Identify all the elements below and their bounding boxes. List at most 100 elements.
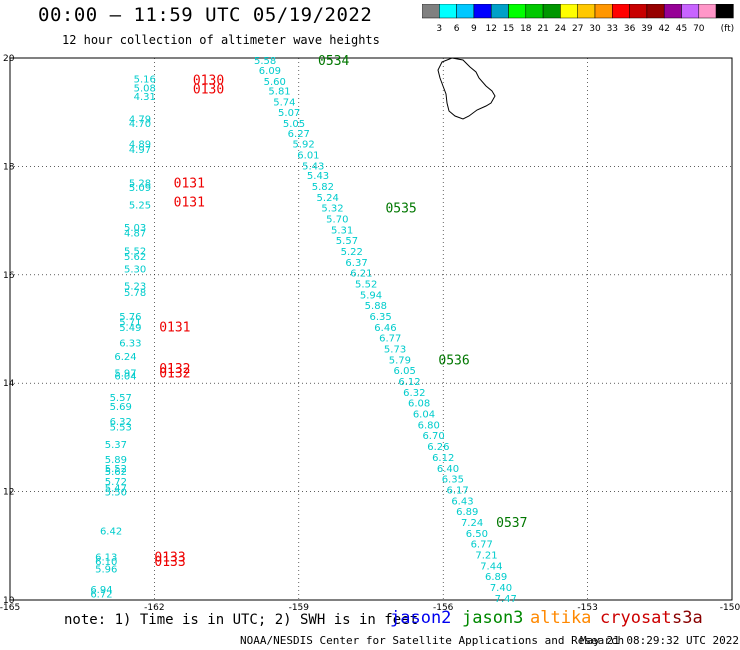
footnote: note: 1) Time is in UTC; 2) SWH is in fe… bbox=[64, 612, 419, 628]
page-title: 00:00 – 11:59 UTC 05/19/2022 bbox=[38, 4, 373, 26]
colorbar-swatch bbox=[715, 4, 734, 19]
wave-height-value: 5.28 bbox=[129, 179, 151, 190]
wave-height-map: -165 -162 -159 -156 -153 -150 20 18 16 14 12 10 5.1… bbox=[0, 54, 740, 610]
pass-time-label: 0133 bbox=[154, 555, 185, 570]
pass-time-label: 0536 bbox=[438, 353, 469, 368]
y-tick-label: 10 bbox=[3, 596, 15, 606]
wave-height-value: 5.58 bbox=[254, 56, 276, 67]
wave-height-value: 6.05 bbox=[394, 366, 416, 377]
colorbar-tick-label: 36 bbox=[624, 24, 636, 34]
lat-lon-grid bbox=[10, 58, 732, 600]
wave-height-value: 5.94 bbox=[360, 290, 382, 301]
pass-time-label: 0131 bbox=[174, 196, 205, 211]
wave-height-value: 5.31 bbox=[331, 225, 353, 236]
colorbar-tick-label: 18 bbox=[520, 24, 532, 34]
colorbar-tick-label: 24 bbox=[555, 24, 567, 34]
colorbar-tick-label: 30 bbox=[589, 24, 601, 34]
wave-height-value: 4.97 bbox=[129, 145, 151, 156]
wave-height-value: 7.40 bbox=[490, 583, 512, 594]
colorbar-unit: (ft) bbox=[721, 24, 734, 34]
y-tick-label: 20 bbox=[3, 54, 15, 64]
wave-height-value: 5.81 bbox=[268, 87, 290, 98]
legend-jason3: jason3 bbox=[462, 608, 524, 628]
pass-time-label: 0130 bbox=[193, 74, 224, 89]
wave-height-value: 5.43 bbox=[307, 171, 329, 182]
y-tick-label: 12 bbox=[3, 488, 14, 498]
wave-height-value: 6.04 bbox=[413, 410, 435, 421]
pass-time-label: 0537 bbox=[496, 516, 527, 531]
y-tick-label: 18 bbox=[3, 162, 15, 172]
wave-height-value: 5.96 bbox=[95, 565, 117, 576]
wave-height-value: 5.79 bbox=[389, 355, 411, 366]
pass-time-label: 0130 bbox=[193, 82, 224, 97]
wave-height-value: 6.89 bbox=[485, 572, 507, 583]
pass-time-label: 0131 bbox=[159, 320, 190, 335]
wave-height-value: 6.42 bbox=[100, 527, 122, 538]
wave-height-value: 7.21 bbox=[475, 550, 497, 561]
colorbar-tick-label: 12 bbox=[485, 24, 496, 34]
wave-height-value: 5.30 bbox=[124, 264, 146, 275]
wave-height-value: 6.46 bbox=[374, 323, 396, 334]
wave-height-value: 5.37 bbox=[105, 440, 127, 451]
wave-height-value: 6.50 bbox=[466, 529, 488, 540]
wave-height-value: 6.43 bbox=[451, 496, 473, 507]
wave-height-value: 6.10 bbox=[95, 557, 117, 568]
colorbar-tick-label: 6 bbox=[454, 24, 460, 34]
wave-height-value: 5.24 bbox=[317, 193, 339, 204]
wave-height-value: 5.57 bbox=[110, 393, 132, 404]
wave-height-value: 5.62 bbox=[124, 252, 146, 263]
map-frame bbox=[9, 57, 733, 601]
legend-jason2: jason2 bbox=[390, 608, 452, 628]
wave-height-value: 5.52 bbox=[105, 464, 127, 475]
wave-height-value: 5.43 bbox=[302, 161, 324, 172]
wave-height-value: 6.35 bbox=[442, 475, 464, 486]
wave-height-value: 7.24 bbox=[461, 518, 483, 529]
x-tick-label: -150 bbox=[720, 603, 740, 610]
wave-height-value: 5.08 bbox=[134, 83, 156, 94]
x-tick-label: -162 bbox=[144, 603, 164, 610]
pass-time-label: 0535 bbox=[385, 202, 416, 217]
wave-height-value: 6.01 bbox=[297, 150, 319, 161]
wave-height-value: 5.60 bbox=[264, 77, 286, 88]
wave-height-value: 5.70 bbox=[326, 214, 348, 225]
wave-height-value: 6.80 bbox=[418, 420, 440, 431]
wave-height-value: 4.79 bbox=[129, 115, 151, 126]
wave-height-value: 6.17 bbox=[447, 485, 469, 496]
x-tick-label: -156 bbox=[433, 603, 454, 610]
wave-height-value: 6.72 bbox=[90, 589, 112, 600]
pass-time-label: 0132 bbox=[159, 366, 190, 381]
wave-height-value: 4.70 bbox=[129, 119, 151, 130]
wave-height-value: 5.69 bbox=[110, 402, 132, 413]
wave-height-value: 5.32 bbox=[321, 204, 343, 215]
wave-height-value: 5.03 bbox=[124, 223, 146, 234]
colorbar-tick-label: 21 bbox=[537, 24, 548, 34]
wave-height-value: 6.26 bbox=[427, 442, 449, 453]
wave-height-value: 6.94 bbox=[90, 585, 112, 596]
wave-height-value: 6.09 bbox=[259, 66, 281, 77]
wave-height-value: 6.33 bbox=[119, 339, 141, 350]
axis-tick-labels: -165 -162 -159 -156 -153 -150 20 18 16 14 12 10 bbox=[0, 54, 740, 610]
hawaii-island-outline bbox=[437, 57, 496, 120]
wave-height-value: 5.78 bbox=[124, 288, 146, 299]
wave-height-value: 6.04 bbox=[114, 372, 136, 383]
credit-line: NOAA/NESDIS Center for Satellite Applica… bbox=[240, 634, 625, 647]
wave-height-value: 6.37 bbox=[345, 258, 367, 269]
pass-time-label: 0132 bbox=[159, 362, 190, 377]
wave-height-value: 5.16 bbox=[134, 75, 156, 86]
wave-height-value: 5.72 bbox=[105, 477, 127, 488]
colorbar-tick-label: 33 bbox=[607, 24, 618, 34]
wave-height-value: 5.52 bbox=[124, 246, 146, 257]
wave-height-value: 6.08 bbox=[408, 399, 430, 410]
wave-height-value: 5.71 bbox=[119, 317, 141, 328]
wave-height-value: 6.32 bbox=[403, 388, 425, 399]
wave-height-values: 5.165.084.31 4.794.70 4.894.97 5.285.09 5.25… bbox=[90, 56, 517, 605]
wave-height-value: 5.89 bbox=[105, 455, 127, 466]
wave-height-value: 7.47 bbox=[495, 594, 517, 605]
wave-height-value: 5.76 bbox=[119, 312, 141, 323]
wave-height-value: 6.27 bbox=[288, 129, 310, 140]
wave-height-value: 5.23 bbox=[124, 282, 146, 293]
wave-height-value: 6.12 bbox=[398, 377, 420, 388]
wave-height-value: 5.05 bbox=[283, 119, 305, 130]
y-tick-label: 14 bbox=[3, 379, 15, 389]
